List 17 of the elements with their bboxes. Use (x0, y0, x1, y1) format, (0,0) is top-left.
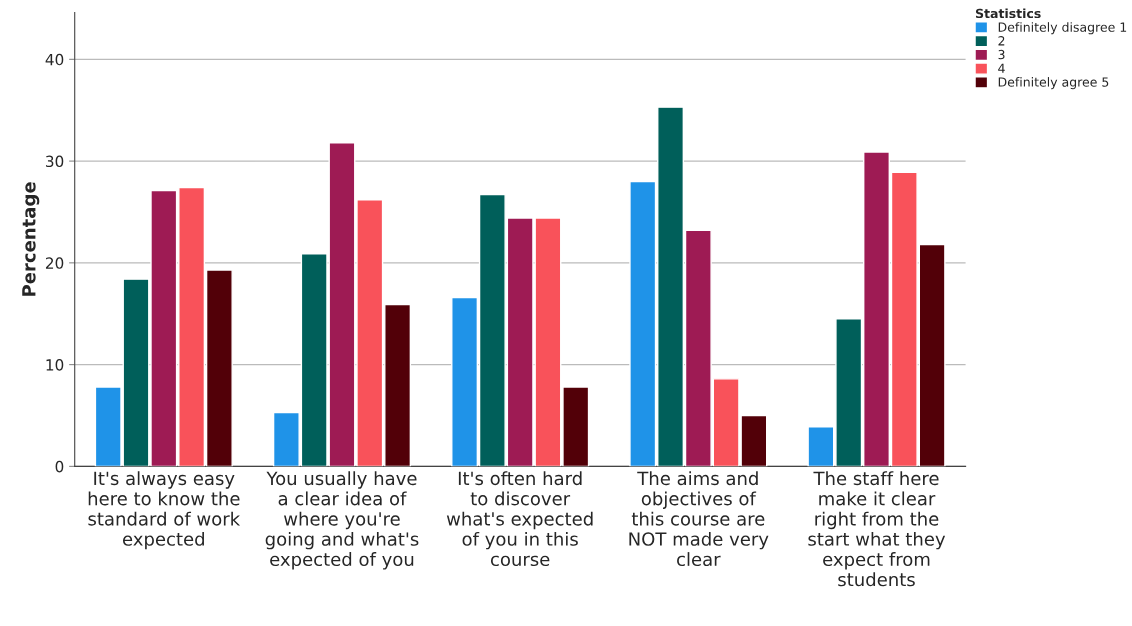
y-tick-label: 30 (46, 155, 64, 168)
y-tick-label: 0 (55, 460, 64, 473)
x-tick-label: You usually have a clear idea of where you're going and what's expected of you (265, 471, 419, 570)
y-axis-title: Percentage (22, 182, 40, 296)
legend-label: 2 (998, 36, 1005, 46)
legend-label: 3 (998, 49, 1005, 60)
y-tick-label: 20 (45, 257, 64, 269)
legend-label: Definitely agree 5 (998, 77, 1109, 90)
x-tick-label: The aims and objectives of this course are NOT made very clear (629, 471, 769, 567)
legend-label: 4 (998, 63, 1005, 73)
x-tick-label: It's always easy here to know the standard of work expected (88, 471, 241, 550)
y-tick-label: 40 (45, 53, 64, 66)
legend-label: Definitely disagree 1 (998, 22, 1127, 35)
y-tick-label: 10 (46, 359, 64, 371)
legend-title: Statistics (975, 8, 1041, 19)
x-tick-label: The staff here make it clear right from the start what they expect from students (808, 471, 946, 587)
x-tick-label: It's often hard to discover what's expected of you in this course (446, 471, 593, 567)
